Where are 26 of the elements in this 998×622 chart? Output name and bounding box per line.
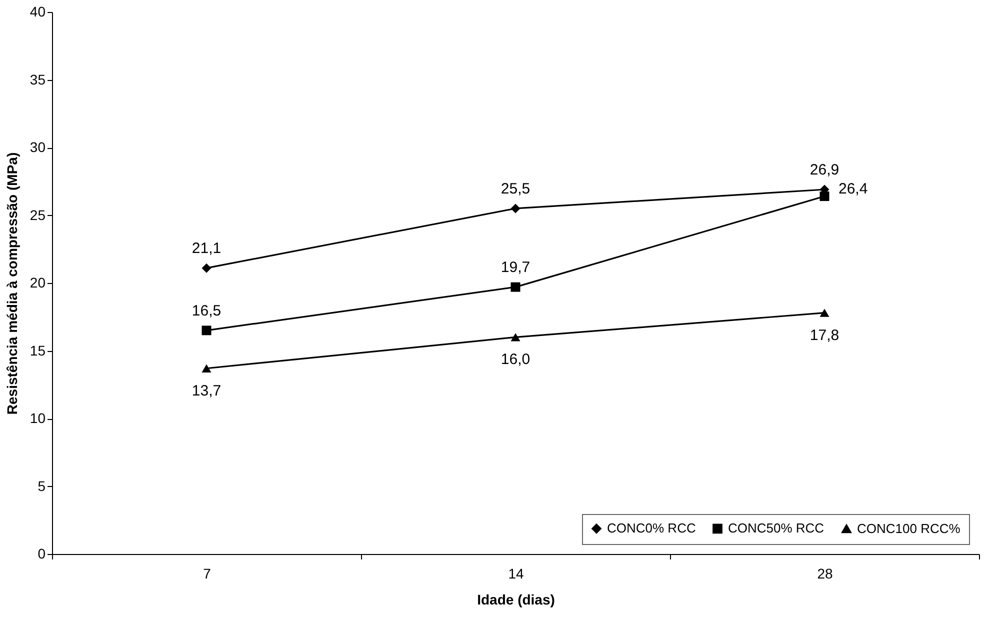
y-tick-label: 40	[30, 4, 46, 20]
y-tick-label: 5	[38, 478, 46, 494]
y-tick-label: 0	[38, 546, 46, 562]
x-tick-label: 28	[817, 566, 833, 582]
x-tick-label: 7	[203, 566, 212, 582]
data-label: 16,5	[192, 302, 222, 320]
y-tick-label: 35	[30, 71, 46, 88]
data-label: 17,8	[810, 326, 840, 344]
y-tick-label: 25	[30, 206, 46, 223]
data-label: 25,5	[500, 180, 530, 198]
x-axis-title: Idade (dias)	[477, 592, 555, 608]
legend-label: CONC0% RCC	[607, 520, 696, 536]
legend-label: CONC50% RCC	[728, 520, 824, 536]
y-tick-label: 15	[30, 342, 46, 358]
y-tick-label: 10	[30, 410, 46, 426]
legend-label: CONC100 RCC%	[857, 520, 961, 536]
y-tick-label: 20	[30, 274, 46, 290]
data-label: 26,9	[810, 162, 840, 179]
data-label: 19,7	[500, 259, 530, 276]
data-label: 13,7	[192, 382, 222, 400]
data-label: 16,0	[500, 351, 530, 368]
x-tick-label: 14	[508, 566, 524, 582]
data-label: 21,1	[192, 240, 222, 258]
data-label: 26,4	[838, 180, 868, 198]
y-tick-label: 30	[30, 139, 46, 155]
y-axis-title: Resistência média à compressão (MPa)	[4, 152, 20, 415]
